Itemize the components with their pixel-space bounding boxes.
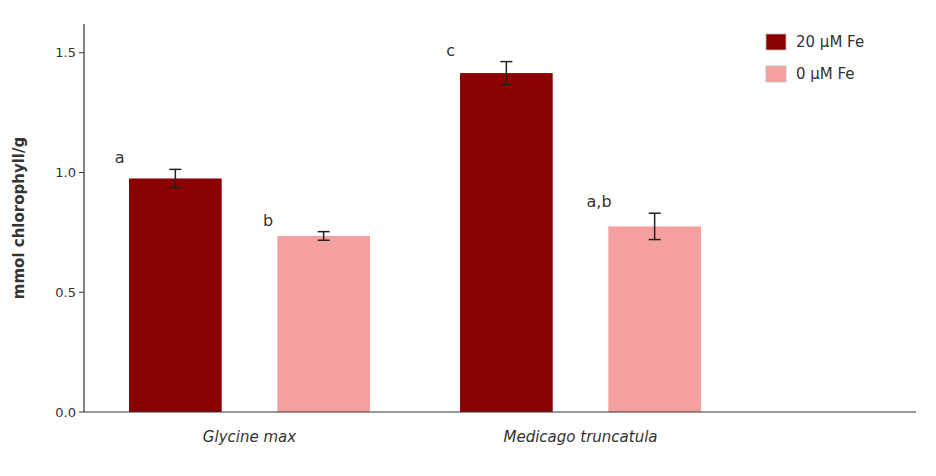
error-bar <box>500 62 512 85</box>
error-cap <box>169 187 181 189</box>
y-tick <box>79 172 84 173</box>
legend-swatch <box>766 66 786 82</box>
legend-label: 0 μM Fe <box>796 65 855 83</box>
chart: a c b a,b 0.0 0.5 1.0 1.5 Glycine max Medicago tr… <box>0 0 936 476</box>
y-tick <box>79 52 84 53</box>
error-stem <box>175 169 177 187</box>
legend: 20 μM Fe 0 μM Fe <box>766 33 864 83</box>
y-tick-label: 1.5 <box>55 45 76 60</box>
legend-label: 20 μM Fe <box>796 33 864 51</box>
y-tick-label: 0.0 <box>55 405 76 420</box>
error-cap <box>169 169 181 171</box>
bar <box>129 178 222 412</box>
x-axis-line <box>84 411 916 412</box>
legend-swatch <box>766 34 786 50</box>
bar <box>608 226 701 412</box>
error-cap <box>318 240 330 242</box>
y-tick-label: 1.0 <box>55 165 76 180</box>
significance-label: a,b <box>587 192 612 211</box>
y-tick <box>79 292 84 293</box>
y-axis-label: mmol chlorophyll/g <box>10 137 28 299</box>
y-axis-line <box>83 24 84 412</box>
error-cap <box>500 61 512 63</box>
category-label: Medicago truncatula <box>503 428 657 446</box>
bar <box>277 236 370 412</box>
error-stem <box>323 232 325 241</box>
error-bar <box>649 213 661 239</box>
significance-label: a <box>115 148 125 167</box>
error-bar <box>169 169 181 187</box>
error-cap <box>500 84 512 86</box>
error-cap <box>649 212 661 214</box>
significance-label: c <box>446 41 455 60</box>
significance-label: b <box>263 211 273 230</box>
error-stem <box>506 62 508 85</box>
category-label: Glycine max <box>203 428 296 446</box>
bar <box>460 73 553 412</box>
error-cap <box>649 239 661 241</box>
error-bar <box>318 232 330 241</box>
error-stem <box>654 213 656 239</box>
y-tick <box>79 412 84 413</box>
y-tick-label: 0.5 <box>55 285 76 300</box>
error-cap <box>318 231 330 233</box>
plot-area <box>129 62 701 412</box>
